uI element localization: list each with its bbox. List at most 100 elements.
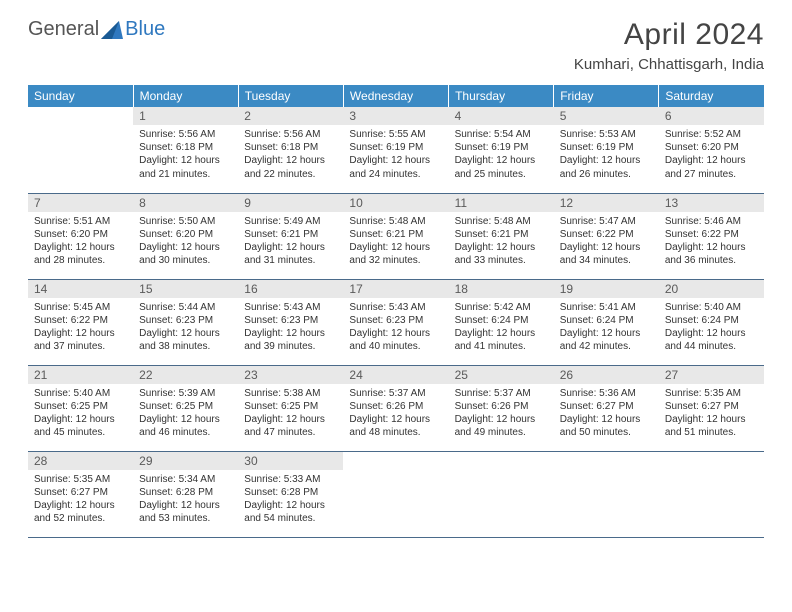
weekday-header: Tuesday (238, 85, 343, 107)
calendar-row: 7Sunrise: 5:51 AMSunset: 6:20 PMDaylight… (28, 193, 764, 279)
day-number: 3 (343, 107, 448, 125)
day-content: Sunrise: 5:42 AMSunset: 6:24 PMDaylight:… (449, 298, 554, 359)
day-number: 28 (28, 452, 133, 470)
calendar-cell: 6Sunrise: 5:52 AMSunset: 6:20 PMDaylight… (659, 107, 764, 193)
day-content: Sunrise: 5:37 AMSunset: 6:26 PMDaylight:… (449, 384, 554, 445)
day-number: 9 (238, 194, 343, 212)
day-number: 11 (449, 194, 554, 212)
calendar-cell (449, 451, 554, 537)
calendar-cell: 2Sunrise: 5:56 AMSunset: 6:18 PMDaylight… (238, 107, 343, 193)
calendar-cell: 12Sunrise: 5:47 AMSunset: 6:22 PMDayligh… (554, 193, 659, 279)
day-number: 13 (659, 194, 764, 212)
month-title: April 2024 (574, 18, 764, 52)
day-number: 12 (554, 194, 659, 212)
day-number: 4 (449, 107, 554, 125)
day-number: 22 (133, 366, 238, 384)
calendar-cell: 9Sunrise: 5:49 AMSunset: 6:21 PMDaylight… (238, 193, 343, 279)
day-number: 1 (133, 107, 238, 125)
calendar-cell (659, 451, 764, 537)
day-number: 19 (554, 280, 659, 298)
calendar-row: 21Sunrise: 5:40 AMSunset: 6:25 PMDayligh… (28, 365, 764, 451)
weekday-header: Friday (554, 85, 659, 107)
calendar-cell: 15Sunrise: 5:44 AMSunset: 6:23 PMDayligh… (133, 279, 238, 365)
weekday-header: Sunday (28, 85, 133, 107)
day-number (449, 452, 554, 470)
day-number: 7 (28, 194, 133, 212)
day-number: 25 (449, 366, 554, 384)
calendar-cell: 16Sunrise: 5:43 AMSunset: 6:23 PMDayligh… (238, 279, 343, 365)
day-content: Sunrise: 5:40 AMSunset: 6:25 PMDaylight:… (28, 384, 133, 445)
day-content: Sunrise: 5:35 AMSunset: 6:27 PMDaylight:… (28, 470, 133, 531)
weekday-header: Wednesday (343, 85, 448, 107)
day-number: 5 (554, 107, 659, 125)
page-header: General Blue April 2024 Kumhari, Chhatti… (0, 0, 792, 77)
day-content: Sunrise: 5:41 AMSunset: 6:24 PMDaylight:… (554, 298, 659, 359)
day-content: Sunrise: 5:33 AMSunset: 6:28 PMDaylight:… (238, 470, 343, 531)
calendar-cell: 20Sunrise: 5:40 AMSunset: 6:24 PMDayligh… (659, 279, 764, 365)
day-content: Sunrise: 5:44 AMSunset: 6:23 PMDaylight:… (133, 298, 238, 359)
logo-text-general: General (28, 18, 99, 41)
calendar-cell: 10Sunrise: 5:48 AMSunset: 6:21 PMDayligh… (343, 193, 448, 279)
day-content: Sunrise: 5:34 AMSunset: 6:28 PMDaylight:… (133, 470, 238, 531)
calendar-cell: 22Sunrise: 5:39 AMSunset: 6:25 PMDayligh… (133, 365, 238, 451)
day-content: Sunrise: 5:55 AMSunset: 6:19 PMDaylight:… (343, 125, 448, 186)
day-content: Sunrise: 5:54 AMSunset: 6:19 PMDaylight:… (449, 125, 554, 186)
calendar-cell (343, 451, 448, 537)
day-content: Sunrise: 5:53 AMSunset: 6:19 PMDaylight:… (554, 125, 659, 186)
calendar-cell: 30Sunrise: 5:33 AMSunset: 6:28 PMDayligh… (238, 451, 343, 537)
calendar-cell: 7Sunrise: 5:51 AMSunset: 6:20 PMDaylight… (28, 193, 133, 279)
calendar-cell: 4Sunrise: 5:54 AMSunset: 6:19 PMDaylight… (449, 107, 554, 193)
day-number: 17 (343, 280, 448, 298)
calendar-cell: 29Sunrise: 5:34 AMSunset: 6:28 PMDayligh… (133, 451, 238, 537)
day-number: 16 (238, 280, 343, 298)
calendar-cell: 1Sunrise: 5:56 AMSunset: 6:18 PMDaylight… (133, 107, 238, 193)
calendar-cell: 25Sunrise: 5:37 AMSunset: 6:26 PMDayligh… (449, 365, 554, 451)
day-content: Sunrise: 5:51 AMSunset: 6:20 PMDaylight:… (28, 212, 133, 273)
calendar-cell: 26Sunrise: 5:36 AMSunset: 6:27 PMDayligh… (554, 365, 659, 451)
calendar-head: SundayMondayTuesdayWednesdayThursdayFrid… (28, 85, 764, 107)
day-number: 2 (238, 107, 343, 125)
day-number (554, 452, 659, 470)
day-number: 27 (659, 366, 764, 384)
calendar-cell: 27Sunrise: 5:35 AMSunset: 6:27 PMDayligh… (659, 365, 764, 451)
day-content: Sunrise: 5:37 AMSunset: 6:26 PMDaylight:… (343, 384, 448, 445)
logo-triangle-icon (101, 21, 123, 39)
location-text: Kumhari, Chhattisgarh, India (574, 56, 764, 73)
title-block: April 2024 Kumhari, Chhattisgarh, India (574, 18, 764, 73)
day-content: Sunrise: 5:40 AMSunset: 6:24 PMDaylight:… (659, 298, 764, 359)
day-number: 26 (554, 366, 659, 384)
day-number: 29 (133, 452, 238, 470)
calendar-table: SundayMondayTuesdayWednesdayThursdayFrid… (28, 85, 764, 538)
day-content: Sunrise: 5:43 AMSunset: 6:23 PMDaylight:… (343, 298, 448, 359)
day-content: Sunrise: 5:48 AMSunset: 6:21 PMDaylight:… (343, 212, 448, 273)
day-content: Sunrise: 5:43 AMSunset: 6:23 PMDaylight:… (238, 298, 343, 359)
day-number: 20 (659, 280, 764, 298)
weekday-header: Thursday (449, 85, 554, 107)
calendar-row: 14Sunrise: 5:45 AMSunset: 6:22 PMDayligh… (28, 279, 764, 365)
calendar-cell: 24Sunrise: 5:37 AMSunset: 6:26 PMDayligh… (343, 365, 448, 451)
day-number: 15 (133, 280, 238, 298)
day-content: Sunrise: 5:50 AMSunset: 6:20 PMDaylight:… (133, 212, 238, 273)
day-number (659, 452, 764, 470)
day-number: 30 (238, 452, 343, 470)
calendar-cell: 21Sunrise: 5:40 AMSunset: 6:25 PMDayligh… (28, 365, 133, 451)
calendar-cell: 28Sunrise: 5:35 AMSunset: 6:27 PMDayligh… (28, 451, 133, 537)
logo: General Blue (28, 18, 165, 41)
day-content: Sunrise: 5:56 AMSunset: 6:18 PMDaylight:… (238, 125, 343, 186)
calendar-cell: 8Sunrise: 5:50 AMSunset: 6:20 PMDaylight… (133, 193, 238, 279)
day-number (28, 107, 133, 125)
day-number: 24 (343, 366, 448, 384)
calendar-row: 1Sunrise: 5:56 AMSunset: 6:18 PMDaylight… (28, 107, 764, 193)
day-number: 8 (133, 194, 238, 212)
day-number: 6 (659, 107, 764, 125)
day-number: 23 (238, 366, 343, 384)
day-number: 14 (28, 280, 133, 298)
calendar-cell: 5Sunrise: 5:53 AMSunset: 6:19 PMDaylight… (554, 107, 659, 193)
weekday-header: Saturday (659, 85, 764, 107)
calendar-cell: 23Sunrise: 5:38 AMSunset: 6:25 PMDayligh… (238, 365, 343, 451)
day-content: Sunrise: 5:47 AMSunset: 6:22 PMDaylight:… (554, 212, 659, 273)
day-number: 10 (343, 194, 448, 212)
day-content: Sunrise: 5:56 AMSunset: 6:18 PMDaylight:… (133, 125, 238, 186)
day-content: Sunrise: 5:52 AMSunset: 6:20 PMDaylight:… (659, 125, 764, 186)
calendar-cell: 13Sunrise: 5:46 AMSunset: 6:22 PMDayligh… (659, 193, 764, 279)
